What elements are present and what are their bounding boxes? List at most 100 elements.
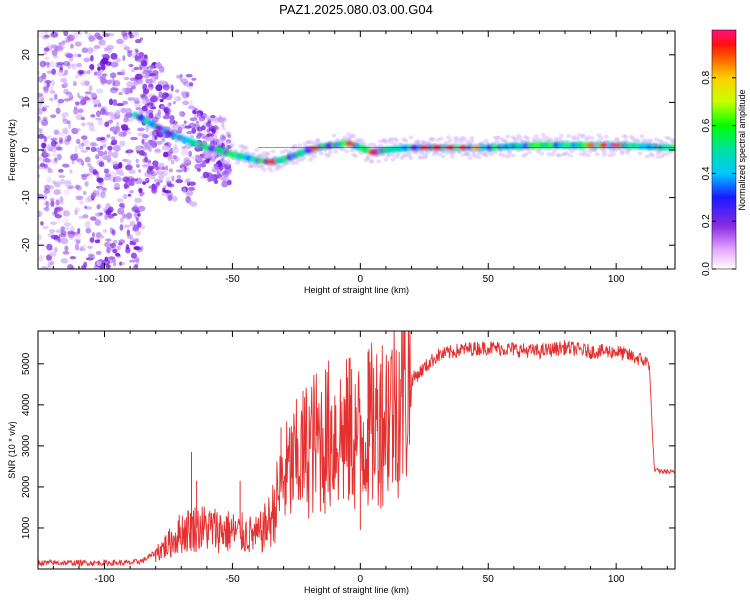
spectrogram-halo [582, 149, 588, 154]
spectrogram-cell [82, 214, 89, 219]
spectrogram-halo [424, 151, 430, 156]
spectrogram-cell [227, 179, 232, 186]
spectrogram-cell [134, 54, 139, 62]
spectrogram-cell [38, 92, 44, 97]
spectrogram-cell [40, 221, 44, 226]
spectrogram-cell [88, 35, 95, 42]
spectrogram-cell [186, 131, 193, 135]
spectrogram-cell [135, 216, 139, 222]
spectrogram-cell [46, 144, 53, 151]
spectrogram-cell [93, 71, 98, 76]
spectrogram-cell [202, 160, 210, 164]
spectrogram-cell [146, 86, 152, 90]
spectrogram-cell [118, 162, 123, 169]
spectrogram-cell [141, 139, 145, 144]
spectrogram-cell [105, 79, 112, 85]
spectrogram-cell [48, 60, 57, 68]
spectrogram-cell [206, 128, 211, 133]
spectrogram-cell [109, 175, 114, 182]
spectrogram-cell [149, 174, 156, 180]
spectrogram-cell [42, 226, 49, 230]
spectrogram-cell [101, 53, 108, 58]
spectrogram-cell [102, 188, 107, 193]
spectrogram-cell [44, 206, 50, 213]
spectrogram-cell [67, 232, 76, 238]
spectrogram-cell [189, 117, 198, 122]
spectrogram-cell [102, 187, 107, 191]
spectrogram-cell [110, 87, 118, 94]
spectrogram-cell [179, 111, 186, 117]
snr-ytick-label: 1000 [21, 516, 32, 539]
spectrogram-cell [76, 92, 81, 98]
spectrogram-cell [49, 251, 57, 257]
spectrogram-cell [62, 60, 71, 67]
spectrogram-cell [104, 150, 108, 156]
spectrogram-cell [118, 242, 123, 246]
spectrogram-cell [123, 182, 129, 190]
spectrogram-xtick-label: -100 [95, 274, 115, 285]
spectrogram-cell [97, 66, 101, 71]
spectrogram-cell [48, 185, 55, 190]
spectrogram-cell [186, 181, 191, 187]
spectrogram-cell [121, 69, 126, 76]
spectrogram-cell [60, 258, 69, 264]
spectrogram-cell [167, 147, 176, 153]
spectrogram-halo [419, 155, 425, 160]
spectrogram-cell [145, 78, 154, 84]
spectrogram-cell [87, 69, 91, 75]
spectrogram-halo [585, 153, 591, 158]
spectrogram-halo [523, 152, 529, 157]
spectrogram-halo [650, 153, 656, 158]
spectrogram-halo [390, 152, 396, 157]
spectrogram-halo [383, 139, 389, 144]
spectrogram-cell [58, 174, 66, 179]
spectrogram-cell [133, 224, 139, 230]
spectrogram-halo [494, 139, 500, 144]
spectrogram-halo [603, 134, 609, 139]
spectrogram-cell [120, 124, 129, 130]
spectrogram-cell [174, 89, 180, 93]
spectrogram-cell [58, 139, 63, 144]
spectrogram-cell [59, 77, 68, 83]
spectrogram-cell [83, 205, 88, 209]
spectrogram-halo [326, 153, 332, 158]
spectrogram-peak [345, 141, 356, 147]
spectrogram-cell [64, 69, 69, 76]
spectrogram-halo [229, 142, 235, 147]
spectrogram-cell [129, 77, 137, 82]
spectrogram-cell [165, 165, 169, 171]
spectrogram-cell [117, 207, 125, 215]
spectrogram-cell [53, 189, 61, 196]
spectrogram-halo [365, 154, 371, 159]
spectrogram-cell [43, 105, 50, 109]
spectrogram-cell [59, 200, 65, 205]
spectrogram-cell [60, 78, 68, 83]
spectrogram-cell [186, 177, 191, 185]
spectrogram-cell [38, 234, 43, 241]
spectrogram-cell [57, 98, 65, 104]
spectrogram-cell [156, 132, 164, 138]
spectrogram-cell [39, 163, 46, 168]
spectrogram-halo [243, 146, 249, 151]
spectrogram-cell [67, 264, 74, 269]
spectrogram-cell [54, 181, 61, 188]
spectrogram-cell [103, 110, 109, 115]
spectrogram-ytick-label: 10 [21, 96, 32, 108]
spectrogram-cell [213, 124, 219, 131]
spectrogram-cell [149, 130, 157, 137]
spectrogram-halo [664, 152, 670, 157]
spectrogram-halo [526, 150, 532, 155]
spectrogram-halo [580, 134, 586, 139]
spectrogram-cell [167, 157, 172, 161]
spectrogram-cell [119, 224, 124, 231]
spectrogram-halo [383, 157, 389, 162]
spectrogram-cell [119, 140, 126, 147]
spectrogram-cell [222, 174, 230, 178]
spectrogram-cell [102, 143, 107, 148]
spectrogram-cell [69, 184, 74, 189]
spectrogram-cell [122, 32, 129, 40]
spectrogram-halo [369, 158, 375, 163]
spectrogram-halo [408, 135, 414, 140]
spectrogram-cell [135, 216, 140, 222]
